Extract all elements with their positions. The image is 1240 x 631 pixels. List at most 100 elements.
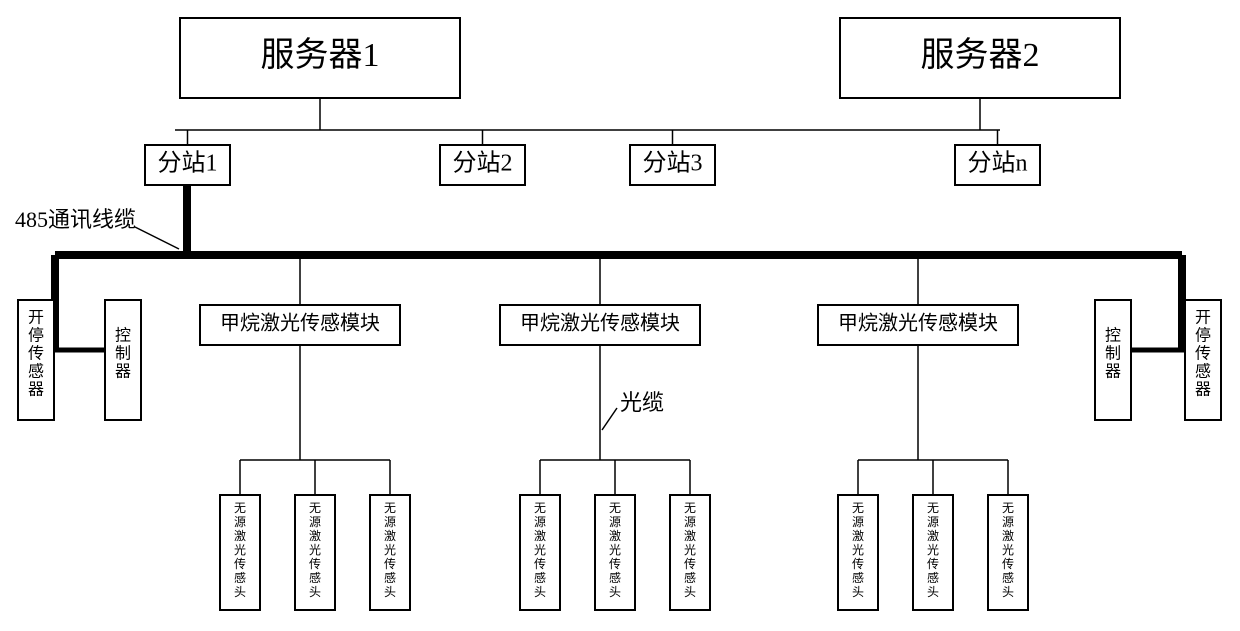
sensor-head-label: 无源激光传感头	[852, 501, 864, 599]
svg-text:激: 激	[234, 529, 246, 543]
svg-text:传: 传	[384, 556, 396, 571]
svg-text:传: 传	[852, 556, 864, 571]
svg-text:感: 感	[684, 570, 696, 585]
svg-text:头: 头	[609, 585, 621, 599]
sensor-head-label: 无源激光传感头	[684, 501, 696, 599]
server-label: 服务器1	[261, 36, 380, 74]
svg-text:传: 传	[927, 556, 939, 571]
svg-text:激: 激	[927, 529, 939, 543]
svg-text:传: 传	[609, 556, 621, 571]
substation-label: 分站1	[158, 150, 218, 177]
svg-text:开: 开	[1195, 309, 1211, 326]
onoff-sensor-label: 开停传感器	[1195, 309, 1211, 398]
svg-text:传: 传	[684, 556, 696, 571]
substation-label: 分站n	[968, 150, 1028, 177]
sensor-head-label: 无源激光传感头	[609, 501, 621, 599]
svg-text:停: 停	[1195, 326, 1211, 344]
bus485-label-leader	[135, 227, 179, 249]
svg-text:光: 光	[309, 543, 321, 557]
svg-text:源: 源	[534, 515, 546, 529]
methane-module-label: 甲烷激光传感模块	[520, 312, 680, 335]
server-label: 服务器2	[921, 36, 1040, 74]
svg-text:光: 光	[234, 543, 246, 557]
substation-label: 分站2	[453, 150, 513, 177]
svg-text:器: 器	[115, 362, 131, 380]
svg-text:控: 控	[115, 326, 131, 344]
svg-text:光: 光	[684, 543, 696, 557]
svg-text:激: 激	[852, 529, 864, 543]
svg-text:无: 无	[927, 501, 939, 515]
svg-text:制: 制	[1105, 344, 1121, 362]
svg-text:无: 无	[384, 501, 396, 515]
svg-text:光: 光	[1002, 543, 1014, 557]
svg-text:感: 感	[927, 570, 939, 585]
sensor-head-label: 无源激光传感头	[534, 501, 546, 599]
svg-text:头: 头	[684, 585, 696, 599]
svg-text:头: 头	[384, 585, 396, 599]
svg-text:激: 激	[534, 529, 546, 543]
svg-text:激: 激	[384, 529, 396, 543]
onoff-sensor-label: 开停传感器	[28, 309, 44, 398]
svg-text:传: 传	[28, 344, 44, 362]
sensor-head-label: 无源激光传感头	[384, 501, 396, 599]
svg-text:感: 感	[609, 570, 621, 585]
svg-text:光: 光	[927, 543, 939, 557]
svg-text:感: 感	[852, 570, 864, 585]
controller-label: 控制器	[1105, 326, 1121, 380]
svg-text:源: 源	[927, 515, 939, 529]
svg-text:激: 激	[684, 529, 696, 543]
svg-text:感: 感	[1002, 570, 1014, 585]
svg-text:光: 光	[609, 543, 621, 557]
svg-text:感: 感	[384, 570, 396, 585]
svg-text:控: 控	[1105, 326, 1121, 344]
svg-text:光: 光	[534, 543, 546, 557]
svg-text:无: 无	[684, 501, 696, 515]
svg-text:头: 头	[534, 585, 546, 599]
methane-module-label: 甲烷激光传感模块	[838, 312, 998, 335]
svg-text:源: 源	[234, 515, 246, 529]
svg-text:感: 感	[234, 570, 246, 585]
fiber-label: 光缆	[620, 390, 664, 415]
svg-text:器: 器	[28, 380, 44, 398]
svg-text:头: 头	[1002, 585, 1014, 599]
svg-text:无: 无	[609, 501, 621, 515]
sensor-head-label: 无源激光传感头	[927, 501, 939, 599]
fiber-label-leader	[602, 408, 617, 430]
svg-text:感: 感	[309, 570, 321, 585]
svg-text:激: 激	[609, 529, 621, 543]
controller-label: 控制器	[115, 326, 131, 380]
svg-text:开: 开	[28, 309, 44, 326]
svg-text:无: 无	[1002, 501, 1014, 515]
svg-text:源: 源	[1002, 515, 1014, 529]
svg-text:头: 头	[309, 585, 321, 599]
sensor-head-label: 无源激光传感头	[1002, 501, 1014, 599]
svg-text:激: 激	[1002, 529, 1014, 543]
svg-text:器: 器	[1195, 380, 1211, 398]
svg-text:传: 传	[1002, 556, 1014, 571]
svg-text:无: 无	[234, 501, 246, 515]
svg-text:无: 无	[309, 501, 321, 515]
svg-text:激: 激	[309, 529, 321, 543]
svg-text:传: 传	[309, 556, 321, 571]
bus485-label: 485通讯线缆	[15, 207, 136, 232]
substation-label: 分站3	[643, 150, 703, 177]
svg-text:源: 源	[852, 515, 864, 529]
svg-text:光: 光	[852, 543, 864, 557]
methane-module-label: 甲烷激光传感模块	[220, 312, 380, 335]
svg-text:停: 停	[28, 326, 44, 344]
svg-text:无: 无	[852, 501, 864, 515]
svg-text:头: 头	[234, 585, 246, 599]
svg-text:头: 头	[927, 585, 939, 599]
svg-text:感: 感	[28, 362, 44, 380]
svg-text:感: 感	[1195, 362, 1211, 380]
sensor-head-label: 无源激光传感头	[234, 501, 246, 599]
svg-text:器: 器	[1105, 362, 1121, 380]
svg-text:感: 感	[534, 570, 546, 585]
svg-text:光: 光	[384, 543, 396, 557]
svg-text:头: 头	[852, 585, 864, 599]
svg-text:制: 制	[115, 344, 131, 362]
sensor-head-label: 无源激光传感头	[309, 501, 321, 599]
svg-text:传: 传	[534, 556, 546, 571]
svg-text:传: 传	[234, 556, 246, 571]
svg-text:源: 源	[309, 515, 321, 529]
